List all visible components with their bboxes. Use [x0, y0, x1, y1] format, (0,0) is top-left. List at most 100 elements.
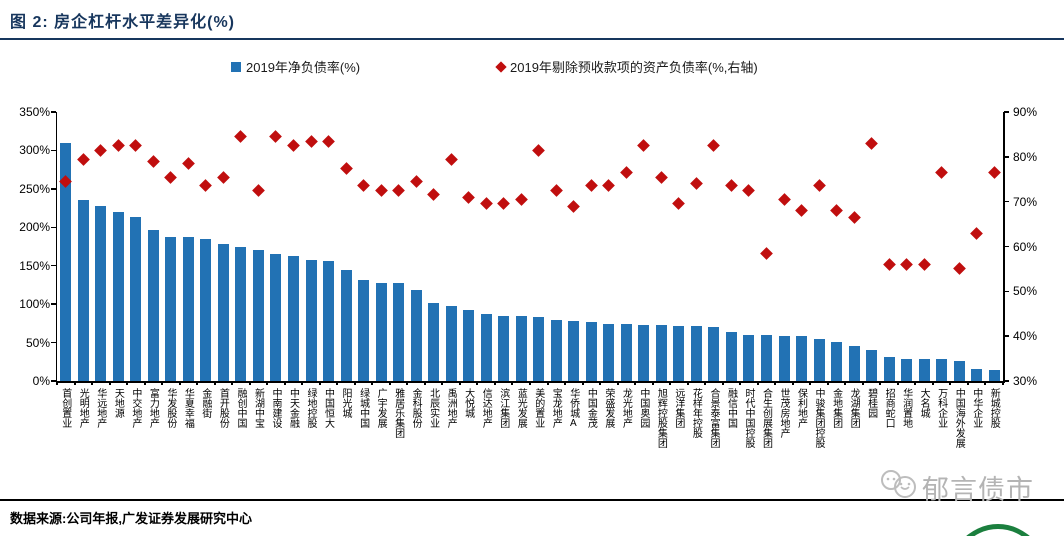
- bar: [288, 256, 299, 381]
- y-axis-left: [55, 112, 57, 381]
- x-axis-tick: [353, 381, 356, 385]
- bar: [480, 314, 492, 381]
- x-axis-tick: [774, 381, 777, 385]
- diamond-marker: [619, 166, 633, 179]
- x-axis-label: 华润置地: [900, 388, 912, 428]
- y-axis-left-tick: [51, 149, 56, 152]
- x-axis-tick: [336, 381, 339, 385]
- bar: [393, 283, 405, 381]
- x-axis-label: 金科股份: [410, 388, 422, 428]
- x-axis-label: 滨江集团: [497, 388, 509, 428]
- x-axis-tick: [896, 381, 899, 385]
- bar: [323, 261, 335, 381]
- diamond-marker: [182, 157, 195, 170]
- x-axis-tick: [493, 381, 496, 385]
- diamond-marker: [602, 179, 616, 193]
- diamond-marker: [514, 193, 528, 206]
- diamond-marker: [304, 134, 318, 148]
- diamond-marker: [584, 179, 598, 193]
- x-axis-tick: [826, 381, 829, 385]
- green-logo-arc-decoration: [945, 524, 1051, 536]
- diamond-marker: [655, 170, 668, 184]
- x-axis-label: 碧桂园: [865, 388, 877, 418]
- y-axis-left-tick: [51, 188, 56, 190]
- bar: [130, 217, 142, 381]
- x-axis-label: 华远地产: [94, 388, 106, 428]
- diamond-marker: [567, 199, 581, 213]
- x-axis-tick: [546, 381, 549, 385]
- y-axis-left-label: 300%: [19, 143, 50, 158]
- bar: [252, 249, 264, 381]
- x-axis-tick: [529, 381, 531, 385]
- diamond-marker: [795, 204, 808, 217]
- y-axis-left-tick: [51, 264, 56, 267]
- diamond-marker: [830, 204, 843, 217]
- x-axis-label: 中国金茂: [585, 388, 597, 428]
- diamond-marker: [111, 139, 125, 152]
- x-axis-label: 合景泰富集团: [707, 388, 719, 448]
- x-axis-label: 中骏集团控股: [813, 388, 825, 448]
- x-axis-label: 万科企业: [935, 388, 947, 428]
- diamond-marker: [339, 161, 353, 175]
- x-axis-label: 首开股份: [217, 388, 229, 428]
- y-axis-left-tick: [51, 380, 56, 382]
- x-axis-label: 金地集团: [830, 388, 842, 428]
- legend: 2019年净负债率(%) 2019年剔除预收款项的资产负债率(%,右轴): [0, 57, 1064, 77]
- x-axis-tick: [161, 381, 164, 385]
- bar: [866, 350, 878, 381]
- y-axis-right-label: 50%: [1013, 284, 1038, 299]
- legend-item-net-debt: 2019年净负债率(%): [231, 57, 360, 76]
- x-axis-label: 中国海外发展: [953, 388, 965, 448]
- diamond-marker: [287, 139, 300, 152]
- bar: [918, 358, 930, 381]
- y-axis-left-label: 350%: [19, 105, 50, 119]
- x-axis-tick: [73, 381, 76, 385]
- diamond-marker: [444, 152, 458, 166]
- diamond-marker: [812, 179, 826, 193]
- diamond-marker: [865, 137, 878, 150]
- bar: [445, 306, 457, 381]
- x-axis-tick: [511, 381, 514, 385]
- diamond-marker: [94, 143, 108, 157]
- x-axis-tick: [318, 381, 321, 385]
- diamond-marker: [970, 226, 984, 240]
- diamond-marker: [269, 130, 283, 144]
- diamond-marker: [549, 184, 563, 197]
- x-axis-tick: [143, 381, 146, 385]
- bar: [936, 359, 948, 381]
- bar: [725, 331, 737, 381]
- x-axis-tick: [126, 381, 129, 385]
- x-axis-tick: [686, 381, 689, 385]
- bar: [147, 229, 159, 381]
- bar: [848, 346, 860, 381]
- watermark-text: 郁言债市: [922, 475, 1034, 505]
- x-axis-label: 绿地控股: [305, 388, 317, 428]
- x-axis-label: 中国奥园: [637, 388, 649, 428]
- diamond-marker: [427, 188, 441, 202]
- x-axis-tick: [423, 381, 426, 385]
- x-axis-label: 广宇发展: [375, 388, 387, 428]
- x-axis-label: 首创置业: [59, 388, 71, 428]
- diamond-marker: [917, 258, 931, 271]
- diamond-marker: [742, 184, 756, 197]
- x-axis-tick: [809, 381, 812, 385]
- bar: [638, 324, 650, 381]
- bar: [796, 335, 808, 381]
- diamond-marker: [760, 246, 773, 260]
- x-axis-tick: [388, 381, 391, 385]
- diamond-marker: [409, 175, 423, 188]
- data-source: 数据来源:公司年报,广发证券发展研究中心: [10, 511, 252, 526]
- title-divider: [0, 38, 1064, 40]
- x-axis-label: 龙光地产: [620, 388, 632, 428]
- x-axis-label: 大名城: [918, 388, 930, 418]
- x-axis-label: 华夏幸福: [182, 388, 194, 428]
- diamond-marker: [217, 170, 230, 184]
- x-axis-tick: [984, 381, 987, 385]
- bar: [358, 280, 370, 381]
- diamond-marker: [672, 197, 686, 211]
- diamond-marker: [252, 184, 265, 197]
- diamond-marker: [497, 197, 511, 211]
- bar-series-swatch-icon: [231, 61, 241, 72]
- x-axis-tick: [914, 381, 917, 385]
